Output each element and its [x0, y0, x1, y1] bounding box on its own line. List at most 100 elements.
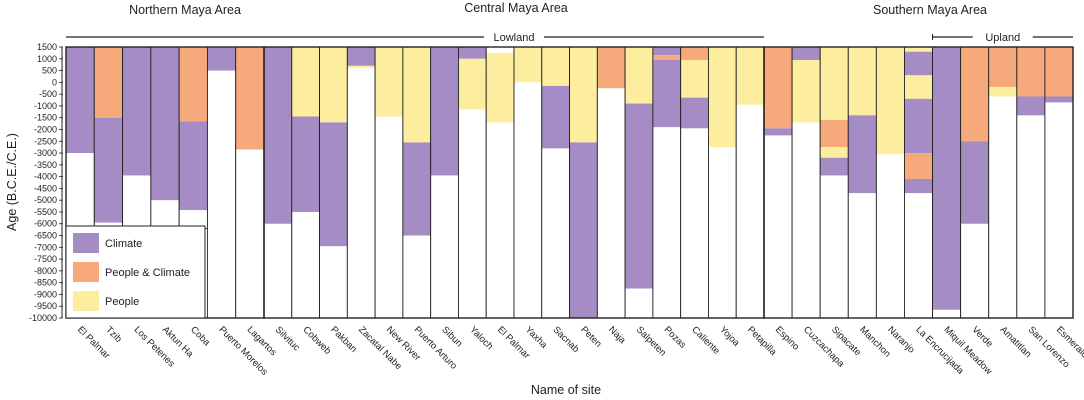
- bar-segment-climate: [569, 142, 598, 318]
- y-tick-label: -8000: [34, 266, 57, 276]
- bar-segment-climate: [402, 142, 431, 236]
- bar-segment-both: [960, 47, 989, 142]
- bar-segment-climate: [680, 97, 709, 129]
- site-label: Pakban: [328, 324, 359, 355]
- bar-segment-people: [708, 47, 737, 148]
- legend-label: People & Climate: [105, 267, 190, 279]
- bar-segment-both: [597, 47, 626, 89]
- bar-segment-people: [514, 47, 542, 83]
- bar-segment-both: [652, 55, 681, 60]
- y-tick-label: 1500: [37, 42, 57, 52]
- y-axis-title: Age (B.C.E./C.E.): [5, 133, 19, 231]
- bar-segment-climate: [291, 116, 320, 212]
- bar-segment-both: [179, 47, 208, 122]
- sub-region-label: Lowland: [494, 32, 535, 44]
- bar-segment-climate: [319, 122, 348, 247]
- site-label: Petapilla: [745, 324, 779, 358]
- y-tick-label: -2500: [34, 136, 57, 146]
- site-label: Sacnab: [551, 324, 582, 355]
- bar-segment-climate: [820, 157, 849, 176]
- y-tick-label: -8500: [34, 278, 57, 288]
- y-tick-label: -7500: [34, 254, 57, 264]
- bar-segment-climate: [94, 117, 123, 223]
- y-tick-label: -3500: [34, 160, 57, 170]
- y-tick-label: 1000: [37, 54, 57, 64]
- bar-segment-climate: [150, 47, 180, 201]
- y-tick-label: -7000: [34, 242, 57, 252]
- site-label: Naja: [606, 324, 628, 346]
- sub-region-label: Upland: [985, 32, 1020, 44]
- bar-segment-both: [988, 47, 1017, 88]
- bar-segment-people: [820, 47, 849, 121]
- y-tick-label: -6500: [34, 231, 57, 241]
- y-tick-label: 0: [52, 77, 57, 87]
- y-tick-label: -5500: [34, 207, 57, 217]
- region-title: Central Maya Area: [464, 1, 568, 15]
- site-label: Sibun: [439, 324, 464, 349]
- region-title: Northern Maya Area: [129, 3, 241, 17]
- bar-segment-climate: [1044, 96, 1073, 103]
- bar-segment-both: [235, 47, 264, 150]
- y-tick-label: -500: [39, 89, 57, 99]
- site-column: [207, 47, 236, 318]
- site-column: [347, 47, 376, 318]
- bar-segment-climate: [347, 47, 376, 66]
- site-label: Yojoa: [717, 324, 742, 349]
- legend-label: People: [105, 296, 139, 308]
- bar-segment-people: [988, 87, 1017, 97]
- legend-label: Climate: [105, 238, 142, 250]
- site-label: Tzib: [103, 324, 123, 344]
- bar-segment-people: [904, 75, 933, 99]
- bar-segment-climate: [625, 103, 653, 289]
- bar-segment-climate: [652, 59, 681, 128]
- bar-segment-climate: [207, 47, 236, 71]
- bar-segment-people: [625, 47, 653, 104]
- bar-segment-people: [486, 52, 514, 65]
- bar-segment-both: [680, 47, 709, 60]
- bar-segment-climate: [652, 47, 681, 56]
- bar-segment-climate: [1016, 96, 1045, 116]
- region-panel-frame: [763, 46, 1074, 319]
- site-label: Coba: [188, 324, 212, 348]
- bar-segment-people: [347, 65, 376, 69]
- bar-segment-climate: [430, 47, 459, 176]
- x-axis-title: Name of site: [531, 383, 601, 397]
- y-tick-label: -9000: [34, 289, 57, 299]
- bar-segment-people: [736, 47, 764, 105]
- bar-segment-climate: [848, 115, 877, 194]
- bar-segment-climate: [458, 47, 487, 59]
- site-label: Peten: [578, 324, 603, 349]
- site-label: Verde: [970, 324, 995, 349]
- bar-segment-climate: [764, 128, 793, 136]
- bar-segment-people: [792, 59, 821, 123]
- bar-segment-climate: [122, 47, 151, 176]
- bar-segment-both: [1016, 47, 1045, 97]
- bar-segment-people: [486, 64, 514, 123]
- bar-segment-people: [319, 47, 348, 123]
- y-tick-label: 500: [42, 66, 57, 76]
- y-tick-label: -2000: [34, 124, 57, 134]
- bar-segment-climate: [66, 47, 95, 154]
- y-tick-label: -4500: [34, 183, 57, 193]
- y-tick-label: -10000: [29, 313, 57, 323]
- legend-swatch-people: [73, 291, 99, 311]
- y-tick-label: -6000: [34, 219, 57, 229]
- bar-segment-people: [291, 47, 320, 117]
- y-tick-label: -1000: [34, 101, 57, 111]
- y-tick-label: -1500: [34, 113, 57, 123]
- y-tick-label: -3000: [34, 148, 57, 158]
- bar-segment-climate: [960, 141, 989, 224]
- y-tick-label: -5000: [34, 195, 57, 205]
- bar-segment-people: [375, 47, 403, 117]
- site-column: [514, 47, 542, 318]
- legend-swatch-climate: [73, 233, 99, 253]
- bar-segment-both: [1044, 47, 1073, 97]
- site-label: Yaloch: [467, 324, 495, 352]
- bar-segment-both: [904, 153, 933, 179]
- bar-segment-people: [569, 47, 598, 143]
- site-column: [597, 47, 626, 318]
- bar-segment-people: [820, 147, 849, 158]
- y-tick-label: -9500: [34, 301, 57, 311]
- bar-segment-climate: [904, 51, 933, 76]
- bar-segment-climate: [264, 47, 292, 224]
